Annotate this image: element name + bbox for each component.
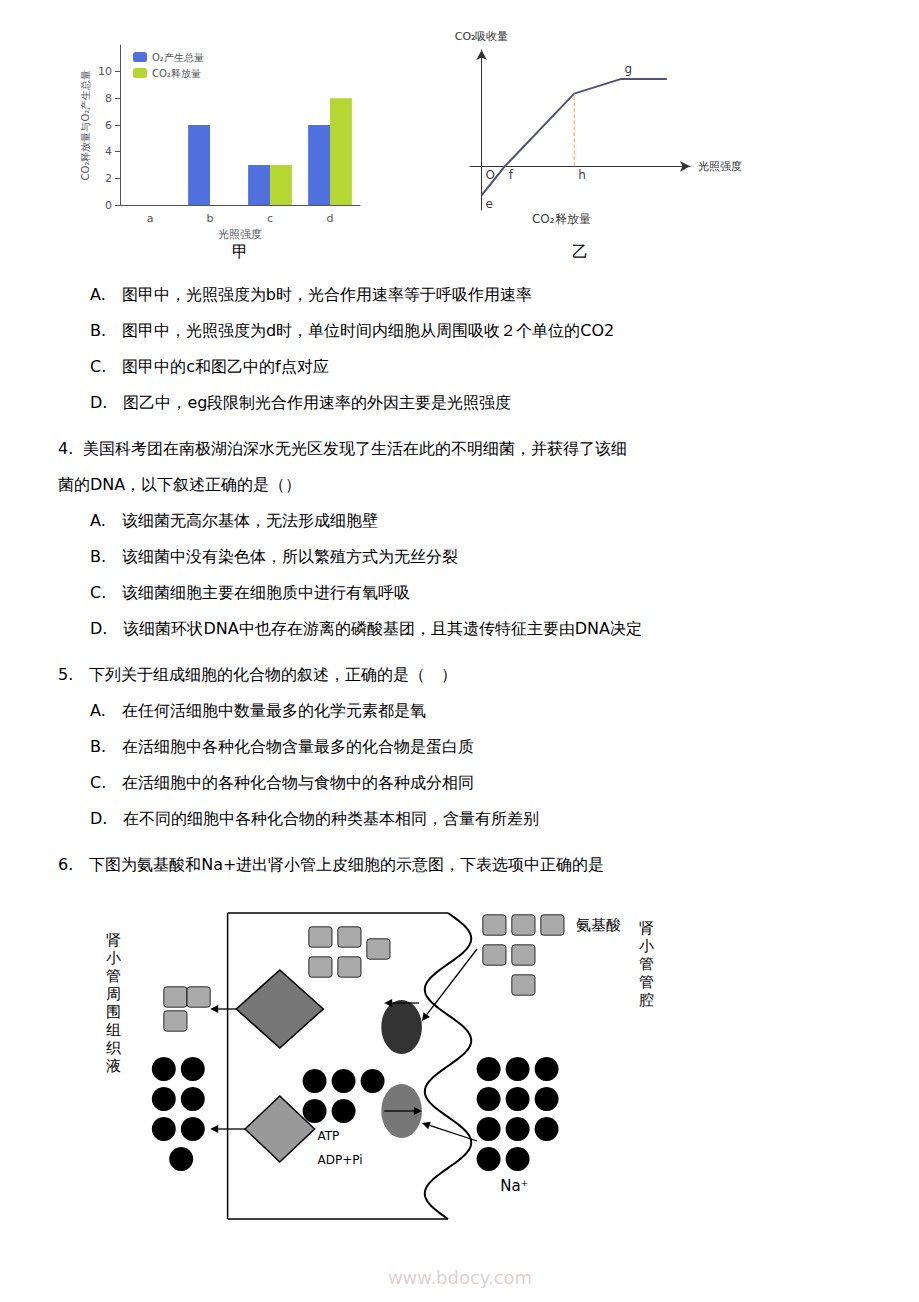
svg-text:管: 管 bbox=[639, 973, 654, 991]
svg-text:乙: 乙 bbox=[572, 242, 588, 261]
svg-text:2: 2 bbox=[105, 172, 112, 185]
svg-text:D. 该细菌环状DNA中也存在游离的磷酸基团，且其遗传特征主: D. 该细菌环状DNA中也存在游离的磷酸基团，且其遗传特征主要由DNA决定 bbox=[90, 619, 642, 638]
svg-text:光照强度: 光照强度 bbox=[218, 228, 262, 241]
svg-text:0: 0 bbox=[105, 199, 112, 212]
svg-text:D. 图乙中，eg段限制光合作用速率的外因主要是光照强度: D. 图乙中，eg段限制光合作用速率的外因主要是光照强度 bbox=[90, 393, 511, 412]
svg-text:4. 美国科考团在南极湖泊深水无光区发现了生活在此的不明细: 4. 美国科考团在南极湖泊深水无光区发现了生活在此的不明细菌，并获得了该细 bbox=[58, 439, 627, 458]
svg-text:e: e bbox=[486, 197, 493, 211]
svg-text:液: 液 bbox=[106, 1057, 121, 1075]
svg-text:CO₂释放量与O₂产生总量: CO₂释放量与O₂产生总量 bbox=[80, 70, 91, 181]
svg-text:c: c bbox=[267, 212, 273, 225]
svg-text:d: d bbox=[327, 212, 334, 225]
svg-text:氨基酸: 氨基酸 bbox=[576, 916, 621, 934]
svg-text:A. 在任何活细胞中数量最多的化学元素都是氧: A. 在任何活细胞中数量最多的化学元素都是氧 bbox=[90, 701, 426, 720]
svg-text:光照强度: 光照强度 bbox=[698, 160, 742, 173]
svg-text:5. 下列关于组成细胞的化合物的叙述，正确的是（ ）: 5. 下列关于组成细胞的化合物的叙述，正确的是（ ） bbox=[58, 665, 457, 684]
svg-text:管: 管 bbox=[106, 967, 121, 985]
svg-text:ATP: ATP bbox=[318, 1129, 340, 1143]
svg-text:肾: 肾 bbox=[106, 931, 121, 949]
svg-text:ADP+Pi: ADP+Pi bbox=[318, 1153, 363, 1167]
svg-text:C. 该细菌细胞主要在细胞质中进行有氧呼吸: C. 该细菌细胞主要在细胞质中进行有氧呼吸 bbox=[90, 583, 410, 602]
svg-text:g: g bbox=[625, 62, 633, 76]
svg-text:小: 小 bbox=[639, 937, 654, 955]
svg-text:周: 周 bbox=[106, 985, 121, 1003]
svg-text:h: h bbox=[578, 168, 586, 182]
svg-text:肾: 肾 bbox=[639, 919, 654, 937]
svg-text:B. 在活细胞中各种化合物含量最多的化合物是蛋白质: B. 在活细胞中各种化合物含量最多的化合物是蛋白质 bbox=[90, 737, 474, 756]
svg-text:腔: 腔 bbox=[639, 991, 654, 1009]
svg-text:管: 管 bbox=[639, 955, 654, 973]
svg-text:C. 图甲中的c和图乙中的f点对应: C. 图甲中的c和图乙中的f点对应 bbox=[90, 357, 329, 376]
svg-text:6: 6 bbox=[105, 119, 112, 132]
svg-text:6. 下图为氨基酸和Na+进出肾小管上皮细胞的示意图，下表选: 6. 下图为氨基酸和Na+进出肾小管上皮细胞的示意图，下表选项中正确的是 bbox=[58, 855, 604, 874]
svg-text:f: f bbox=[509, 168, 514, 182]
svg-text:甲: 甲 bbox=[232, 242, 248, 261]
svg-text:b: b bbox=[207, 212, 214, 225]
svg-text:小: 小 bbox=[106, 949, 121, 967]
svg-text:Na⁺: Na⁺ bbox=[500, 1177, 528, 1195]
svg-text:4: 4 bbox=[105, 145, 112, 158]
svg-text:O: O bbox=[485, 168, 495, 183]
svg-text:CO₂释放量: CO₂释放量 bbox=[532, 212, 591, 226]
svg-text:CO₂释放量: CO₂释放量 bbox=[152, 68, 201, 79]
svg-text:菌的DNA，以下叙述正确的是（）: 菌的DNA，以下叙述正确的是（） bbox=[58, 475, 301, 494]
svg-text:A. 该细菌无高尔基体，无法形成细胞壁: A. 该细菌无高尔基体，无法形成细胞壁 bbox=[90, 511, 378, 530]
svg-text:www.bdocy.com: www.bdocy.com bbox=[388, 1267, 532, 1288]
svg-text:B. 图甲中，光照强度为d时，单位时间内细胞从周围吸收２个单: B. 图甲中，光照强度为d时，单位时间内细胞从周围吸收２个单位的CO2 bbox=[90, 321, 614, 340]
svg-text:O₂产生总量: O₂产生总量 bbox=[152, 52, 204, 63]
svg-text:A. 图甲中，光照强度为b时，光合作用速率等于呼吸作用速率: A. 图甲中，光照强度为b时，光合作用速率等于呼吸作用速率 bbox=[90, 285, 532, 304]
svg-text:围: 围 bbox=[106, 1003, 121, 1021]
svg-text:CO₂吸收量: CO₂吸收量 bbox=[455, 30, 509, 43]
svg-text:D. 在不同的细胞中各种化合物的种类基本相同，含量有所差别: D. 在不同的细胞中各种化合物的种类基本相同，含量有所差别 bbox=[90, 809, 539, 828]
svg-text:a: a bbox=[147, 212, 154, 225]
svg-text:B. 该细菌中没有染色体，所以繁殖方式为无丝分裂: B. 该细菌中没有染色体，所以繁殖方式为无丝分裂 bbox=[90, 547, 458, 566]
svg-text:织: 织 bbox=[106, 1039, 121, 1057]
svg-text:组: 组 bbox=[106, 1021, 121, 1039]
svg-text:C. 在活细胞中的各种化合物与食物中的各种成分相同: C. 在活细胞中的各种化合物与食物中的各种成分相同 bbox=[90, 773, 474, 792]
svg-text:10: 10 bbox=[98, 65, 112, 78]
svg-text:8: 8 bbox=[105, 92, 112, 105]
